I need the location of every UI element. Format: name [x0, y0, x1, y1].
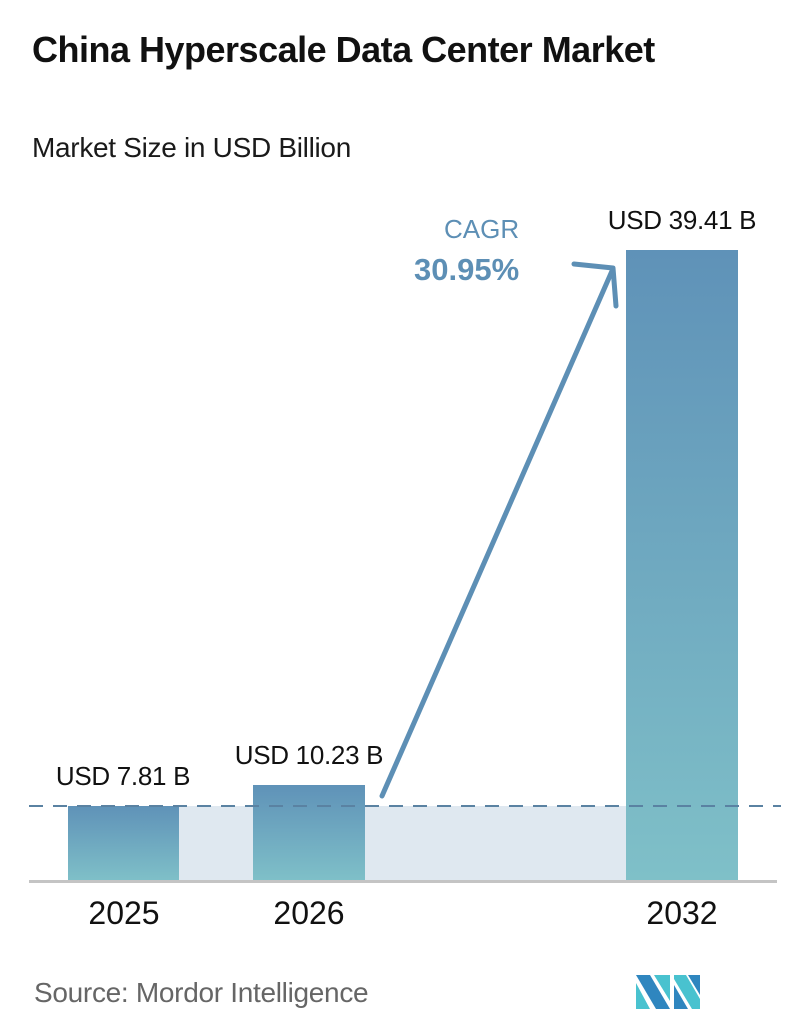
bar-value-label-2032: USD 39.41 B — [607, 205, 757, 235]
bar-2032 — [626, 250, 738, 881]
bar-2025 — [68, 806, 179, 881]
cagr-value: 30.95% — [414, 252, 520, 287]
chart-subtitle: Market Size in USD Billion — [32, 132, 351, 163]
cagr-label: CAGR — [444, 214, 520, 244]
x-label-2025: 2025 — [88, 895, 160, 931]
bar-2026 — [253, 785, 365, 881]
chart-title: China Hyperscale Data Center Market — [32, 29, 655, 70]
bar-value-label-2025: USD 7.81 B — [55, 761, 191, 791]
mordor-intelligence-logo-icon — [636, 975, 700, 1009]
x-axis-line — [29, 880, 777, 883]
reference-dashed-line — [29, 805, 781, 807]
x-label-2032: 2032 — [646, 895, 718, 931]
bar-value-label-2026: USD 10.23 B — [234, 740, 384, 770]
x-label-2026: 2026 — [273, 895, 345, 931]
source-text: Source: Mordor Intelligence — [34, 977, 369, 1008]
